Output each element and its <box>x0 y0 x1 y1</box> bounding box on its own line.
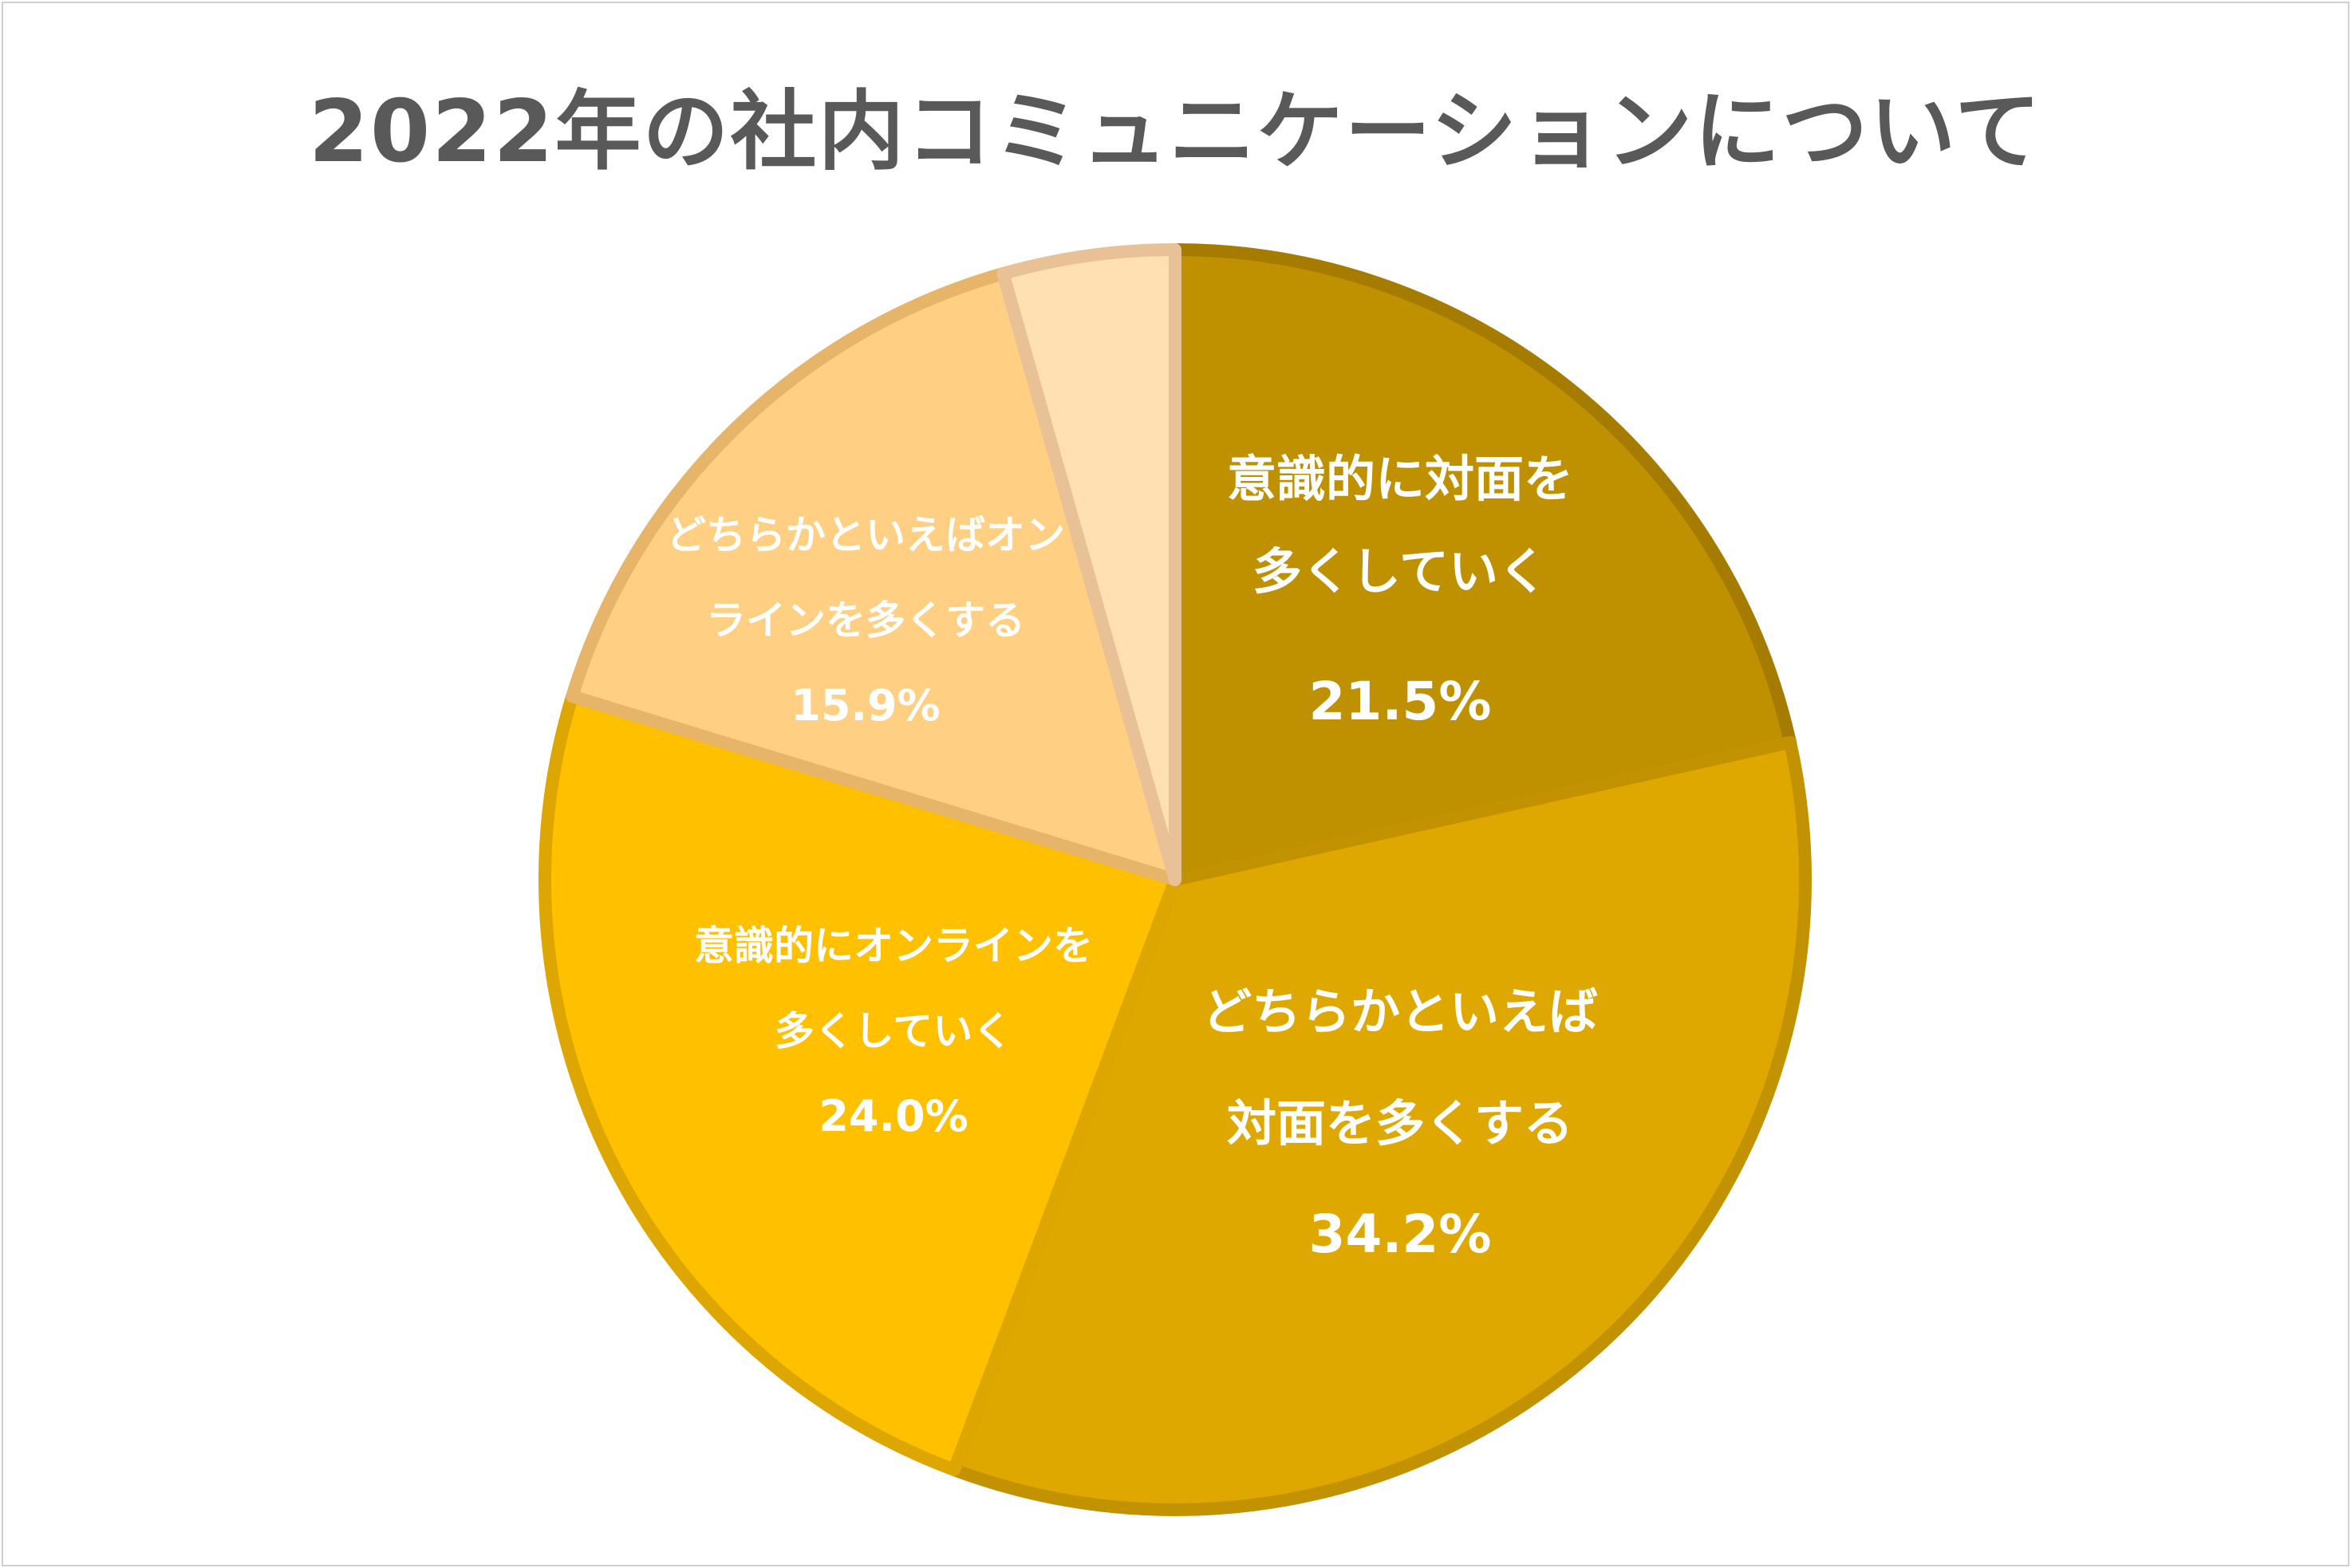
slice-2-value-label: 34.2% <box>1309 1204 1492 1265</box>
pie-slice-1 <box>1169 243 1797 886</box>
slice-3-value-label: 24.0% <box>819 1091 968 1141</box>
slice-3-label-line-2: 多くしていく <box>775 1008 1013 1054</box>
pie-slice-3 <box>538 690 1181 1476</box>
slice-1-value-label: 21.5% <box>1309 671 1492 732</box>
slice-1-label-line-1: 意識的に対面を <box>1227 450 1573 508</box>
pie-slice-4 <box>566 267 1181 886</box>
slice-1-label-line-2: 多くしていく <box>1252 542 1548 601</box>
pie-slice-2 <box>948 735 1812 1516</box>
pie-slice-5 <box>996 243 1181 886</box>
slice-4-value-label: 15.9% <box>791 680 940 731</box>
slice-2-label-line-1: どちらかといえば <box>1202 983 1598 1041</box>
slice-4-label-line-1: どちらかといえばオン <box>666 512 1065 558</box>
chart-title: 2022年の社内コミュニケーションについて <box>308 82 2043 182</box>
slice-2-label-line-2: 対面を多くする <box>1227 1094 1573 1152</box>
slice-4-label-line-2: ラインを多くする <box>706 597 1025 644</box>
slice-3-label-line-1: 意識的にオンラインを <box>694 923 1093 969</box>
